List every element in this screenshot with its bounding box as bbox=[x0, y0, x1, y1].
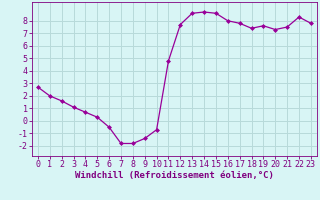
X-axis label: Windchill (Refroidissement éolien,°C): Windchill (Refroidissement éolien,°C) bbox=[75, 171, 274, 180]
